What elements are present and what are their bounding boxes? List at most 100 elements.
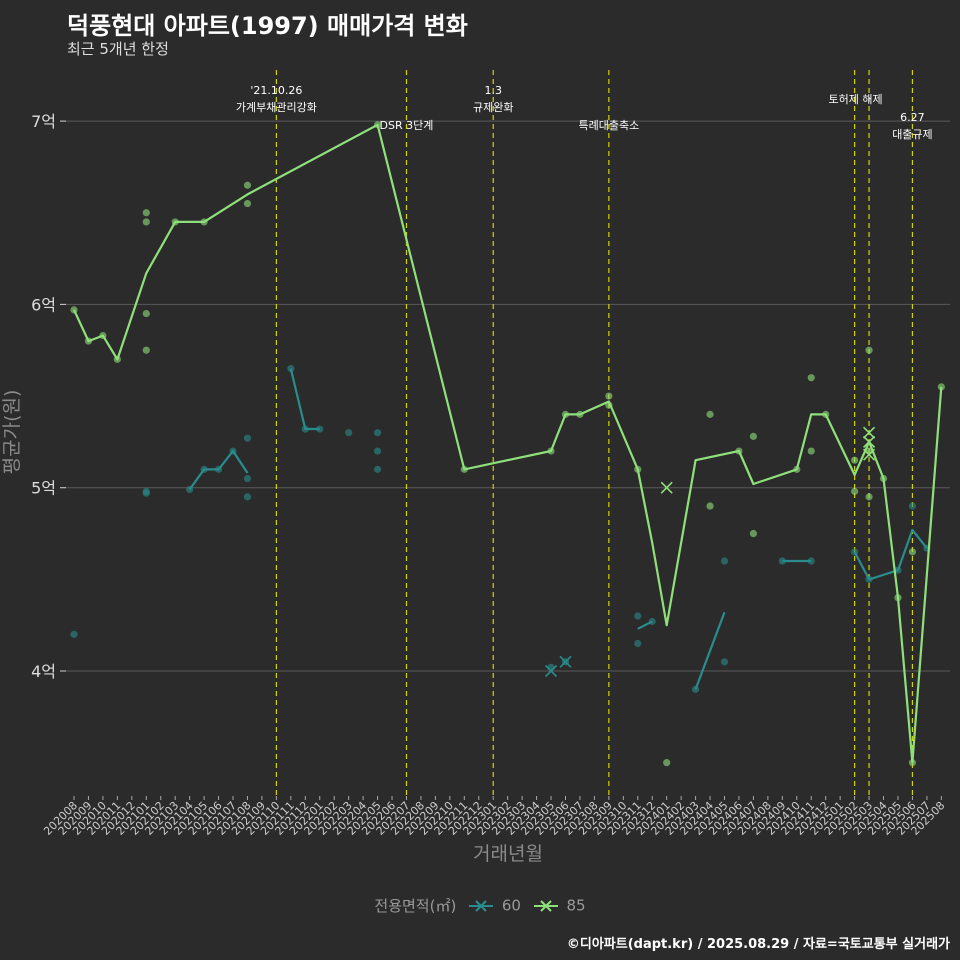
series-60-point [851,548,859,556]
event-label: 가계부채관리강화 [236,101,317,114]
series-85-point [113,355,121,363]
legend-label-60: 60 [501,896,521,915]
event-label: 6.27 [900,111,925,124]
series-85-point [793,465,801,473]
series-85-point [735,447,743,455]
series-85-point [373,121,382,129]
cross-stroke [862,426,876,439]
series-60-point [200,465,208,473]
series-60-point [316,425,324,433]
series-layer [70,121,945,767]
series-60-point [186,485,194,494]
event-label: 1.3 [484,84,502,97]
series-85-point [243,199,252,208]
series-60-point [547,663,555,671]
series-85-point [200,218,208,226]
event-label: 토허제 해제 [828,92,882,106]
series-85-point [142,309,150,318]
series-60-point [778,557,786,565]
series-85-point [576,410,584,418]
series-60-point [373,447,382,455]
series-60-cross-marker [544,664,558,678]
series-85-point [908,548,917,556]
series-85-point [749,529,758,538]
y-tick-label: 6억 [31,295,56,314]
series-60 [70,364,931,693]
event-lines [275,70,914,796]
event-label: '21.10.26 [250,84,302,97]
series-60-point [243,474,252,483]
source-caption: ©디아파트(dapt.kr) / 2025.08.29 / 자료=국토교통부 실… [566,937,950,952]
series-85-point [663,759,671,767]
series-85-point [749,432,758,440]
series-85-cross-marker [862,426,876,439]
series-85-cross-marker [660,481,673,494]
series-85-point [851,456,859,464]
legend-key-85-icon [533,899,558,912]
series-60-point [807,557,815,565]
x-axis-title: 거래년월 [473,843,543,865]
series-85-point [865,447,873,455]
series-85-cross-marker [862,435,876,448]
series-85-point [908,759,917,767]
series-60-point [373,465,382,473]
series-60-point [908,502,917,510]
series-60-point [634,639,642,648]
series-60-point [373,429,382,437]
series-85-point [807,374,815,382]
cross-stroke [544,664,558,678]
series-85-point [937,383,945,391]
series-60-point [345,429,353,437]
series-60-point [894,566,902,574]
legend-label-85: 85 [566,896,586,915]
cross-stroke [862,448,876,461]
cross-stroke [559,655,572,668]
page-title: 덕풍현대 아파트(1997) 매매가격 변화 [67,12,468,40]
series-85-point [460,465,468,473]
y-tick-label: 4억 [31,662,56,681]
series-85-point [142,218,150,226]
series-60-point [648,617,656,626]
series-85-point [142,346,150,354]
series-60-point [243,493,252,501]
series-60-point [142,487,150,495]
series-60-cross-marker [559,655,572,668]
series-85-point [706,410,714,418]
series-85-point [605,392,613,400]
y-axis-title: 평균가(원) [1,390,23,475]
series-85-point [851,487,859,495]
cross-stroke [862,435,876,448]
event-label: 규제완화 [473,101,513,114]
y-axis-ticks: 4억 5억 6억 7억 [31,112,66,681]
series-85-point [807,447,815,455]
series-85-point [561,410,570,418]
series-60-line [694,611,726,690]
series-60-point [720,658,729,666]
legend: 전용면적(㎡) 60 85 [0,895,960,916]
series-85-cross-marker [862,448,876,461]
series-60-point [865,575,873,583]
grid-lines [60,120,950,672]
series-85-point [822,410,830,418]
page-subtitle: 최근 5개년 한정 [67,40,169,58]
series-60-point [229,447,237,455]
legend-title: 전용면적(㎡) [374,897,457,915]
series-85-point [634,465,642,473]
series-60-point [214,465,223,473]
event-label: 특례대출축소 [578,119,639,132]
series-85-point [605,401,613,409]
event-label: 대출규제 [892,128,932,141]
series-85-point [706,502,714,510]
series-85-point [70,306,78,314]
series-85-point [99,331,107,340]
series-60-point [243,434,252,442]
y-tick-label: 5억 [31,479,56,498]
series-85-point [84,337,93,345]
series-85-point [865,493,873,501]
series-85-point [865,346,873,354]
series-85-point [142,209,150,217]
series-85 [70,121,945,767]
series-85-point [171,218,179,226]
